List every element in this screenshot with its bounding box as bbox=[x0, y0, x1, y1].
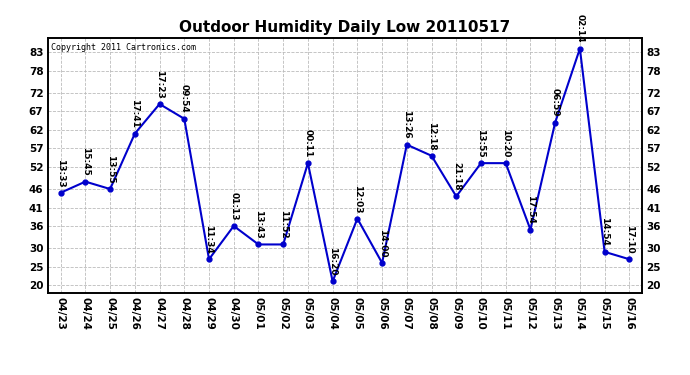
Text: 01:13: 01:13 bbox=[229, 192, 238, 220]
Text: 02:14: 02:14 bbox=[575, 14, 584, 43]
Text: 12:18: 12:18 bbox=[427, 122, 436, 150]
Text: 13:55: 13:55 bbox=[477, 129, 486, 158]
Text: 00:11: 00:11 bbox=[304, 129, 313, 158]
Text: 14:00: 14:00 bbox=[377, 229, 386, 257]
Text: Copyright 2011 Cartronics.com: Copyright 2011 Cartronics.com bbox=[51, 43, 196, 52]
Text: 15:45: 15:45 bbox=[81, 147, 90, 176]
Text: 17:23: 17:23 bbox=[155, 70, 164, 99]
Text: 11:34: 11:34 bbox=[204, 225, 213, 254]
Title: Outdoor Humidity Daily Low 20110517: Outdoor Humidity Daily Low 20110517 bbox=[179, 20, 511, 35]
Text: 10:20: 10:20 bbox=[501, 129, 510, 158]
Text: 13:26: 13:26 bbox=[402, 111, 411, 139]
Text: 11:52: 11:52 bbox=[279, 210, 288, 239]
Text: 21:18: 21:18 bbox=[452, 162, 461, 191]
Text: 17:41: 17:41 bbox=[130, 99, 139, 128]
Text: 17:54: 17:54 bbox=[526, 195, 535, 224]
Text: 17:10: 17:10 bbox=[625, 225, 634, 254]
Text: 13:33: 13:33 bbox=[56, 159, 65, 187]
Text: 13:43: 13:43 bbox=[254, 210, 263, 239]
Text: 12:03: 12:03 bbox=[353, 184, 362, 213]
Text: 14:54: 14:54 bbox=[600, 217, 609, 246]
Text: 09:54: 09:54 bbox=[180, 84, 189, 113]
Text: 16:20: 16:20 bbox=[328, 248, 337, 276]
Text: 06:59: 06:59 bbox=[551, 88, 560, 117]
Text: 13:55: 13:55 bbox=[106, 155, 115, 183]
